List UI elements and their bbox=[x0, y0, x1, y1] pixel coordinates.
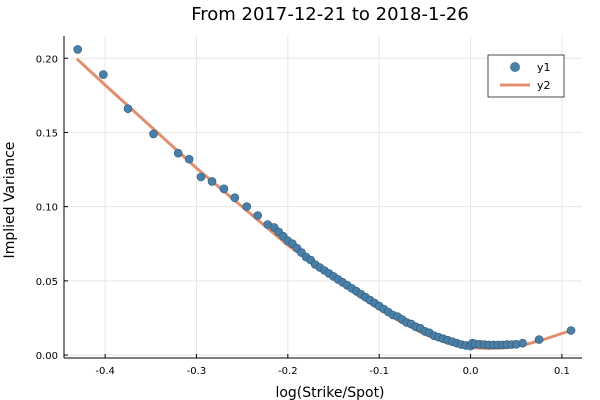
data-point bbox=[196, 172, 206, 182]
data-point bbox=[518, 338, 527, 348]
data-point bbox=[219, 184, 229, 194]
series-y1 bbox=[73, 45, 576, 351]
y-tick-label: 0.05 bbox=[36, 277, 58, 288]
data-point bbox=[173, 148, 183, 158]
legend-label-y1: y1 bbox=[537, 61, 551, 74]
y-tick-label: 0.20 bbox=[36, 54, 58, 65]
x-tick-label: -0.3 bbox=[187, 366, 207, 377]
plot-frame bbox=[63, 36, 582, 359]
data-point bbox=[253, 211, 263, 220]
data-point bbox=[207, 177, 217, 186]
data-point bbox=[534, 335, 544, 344]
x-tick-label: 0.1 bbox=[554, 366, 570, 377]
legend-marker-y1 bbox=[510, 62, 520, 72]
x-tick-label: -0.2 bbox=[278, 366, 298, 377]
y-axis-ticks: 0.00 0.05 0.10 0.15 0.20 bbox=[36, 54, 68, 362]
x-axis-ticks: -0.4 -0.3 -0.2 -0.1 0.0 0.1 bbox=[95, 354, 570, 377]
data-point bbox=[230, 193, 240, 202]
chart-title: From 2017-12-21 to 2018-1-26 bbox=[191, 4, 469, 25]
legend-box bbox=[487, 54, 565, 98]
data-point bbox=[73, 45, 82, 54]
x-tick-label: 0.0 bbox=[463, 366, 479, 377]
x-axis-label: log(Strike/Spot) bbox=[275, 385, 384, 400]
data-point bbox=[566, 326, 576, 335]
x-tick-label: -0.4 bbox=[95, 366, 115, 377]
y-tick-label: 0.15 bbox=[36, 128, 58, 139]
data-point bbox=[184, 154, 194, 164]
data-point bbox=[149, 129, 158, 139]
data-point bbox=[123, 104, 133, 113]
x-tick-label: -0.1 bbox=[369, 366, 389, 377]
data-point bbox=[99, 70, 108, 79]
y-tick-label: 0.10 bbox=[36, 203, 58, 214]
legend-label-y2: y2 bbox=[537, 79, 551, 92]
y-axis-label: Implied Variance bbox=[2, 142, 18, 259]
legend: y1 y2 bbox=[487, 54, 565, 98]
data-point bbox=[242, 202, 251, 211]
y-tick-label: 0.00 bbox=[36, 351, 58, 362]
